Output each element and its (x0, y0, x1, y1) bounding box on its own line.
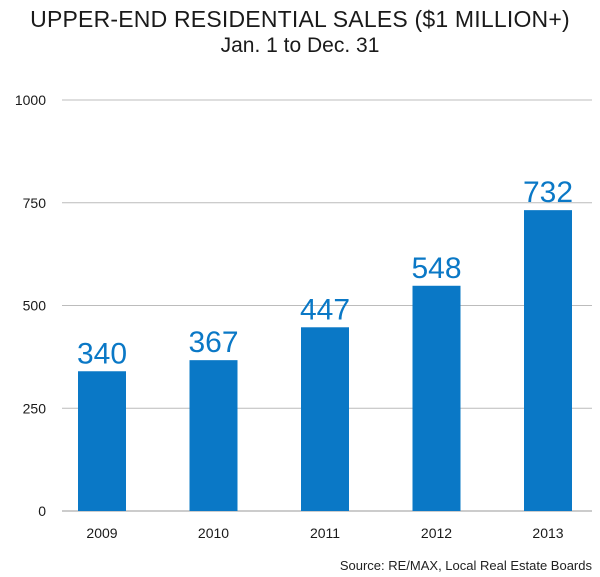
data-label: 367 (188, 326, 238, 359)
bar (524, 210, 572, 511)
bar (412, 285, 461, 511)
y-axis-ticks: 0 250 500 750 1000 (15, 92, 46, 519)
y-tick-label: 0 (38, 503, 46, 519)
x-tick-label: 2012 (421, 525, 452, 541)
bar (189, 360, 238, 511)
y-tick-label: 500 (23, 298, 47, 314)
data-labels: 340 367 447 548 732 (77, 176, 573, 370)
x-tick-label: 2010 (198, 525, 229, 541)
data-label: 447 (300, 293, 350, 326)
x-tick-label: 2011 (310, 525, 340, 541)
y-tick-label: 750 (23, 195, 47, 211)
x-axis-ticks: 2009 2010 2011 2012 2013 (86, 525, 563, 541)
chart-subtitle: Jan. 1 to Dec. 31 (220, 34, 380, 57)
bar (78, 371, 126, 511)
chart-title: UPPER-END RESIDENTIAL SALES ($1 MILLION+… (30, 6, 570, 32)
data-label: 732 (523, 176, 573, 209)
data-label: 340 (77, 337, 127, 370)
bars (78, 210, 572, 511)
x-tick-label: 2013 (532, 525, 563, 541)
y-tick-label: 1000 (15, 92, 46, 108)
source-note: Source: RE/MAX, Local Real Estate Boards (339, 558, 592, 573)
y-tick-label: 250 (23, 400, 47, 416)
title-block: UPPER-END RESIDENTIAL SALES ($1 MILLION+… (0, 6, 600, 59)
x-tick-label: 2009 (86, 525, 117, 541)
bar (301, 327, 349, 511)
data-label: 548 (411, 252, 461, 285)
